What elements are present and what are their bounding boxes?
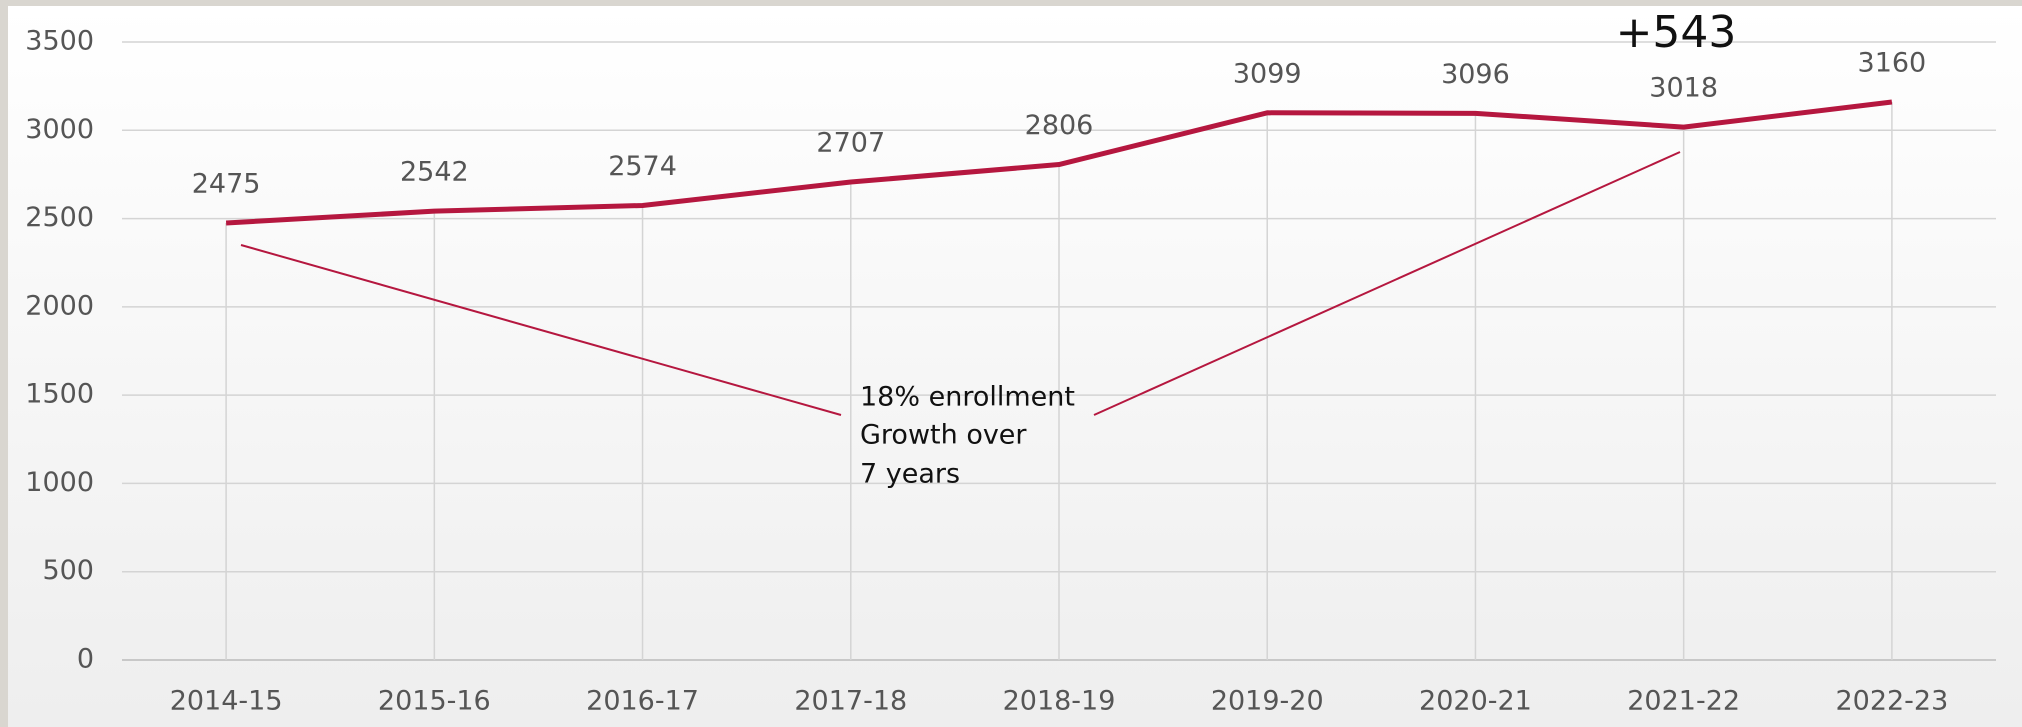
x-tick-label: 2020-21 <box>1419 686 1532 717</box>
annotation: Growth over <box>860 420 1027 451</box>
data-label: 3099 <box>1233 58 1302 89</box>
data-label: 2707 <box>816 128 885 159</box>
data-label: 3096 <box>1441 59 1510 90</box>
annotation-line <box>240 244 842 416</box>
annotation: +543 <box>1616 7 1737 58</box>
x-tick-label: 2017-18 <box>794 686 907 717</box>
background <box>8 6 2022 727</box>
data-label: 3018 <box>1649 73 1718 104</box>
data-label: 2475 <box>192 168 261 199</box>
annotation: 18% enrollment <box>860 382 1075 413</box>
data-label: 3160 <box>1858 48 1927 79</box>
y-tick-label: 0 <box>77 644 94 675</box>
y-tick-label: 3000 <box>25 114 94 145</box>
x-tick-label: 2014-15 <box>170 686 283 717</box>
y-tick-label: 3500 <box>25 26 94 57</box>
x-tick-label: 2015-16 <box>378 686 491 717</box>
annotation: 7 years <box>860 459 960 490</box>
x-tick-label: 2021-22 <box>1627 686 1740 717</box>
y-tick-label: 2000 <box>25 290 94 321</box>
x-tick-label: 2022-23 <box>1835 686 1948 717</box>
y-tick-label: 1500 <box>25 379 94 410</box>
line <box>225 99 1893 226</box>
x-tick-label: 2019-20 <box>1211 686 1324 717</box>
y-tick-label: 2500 <box>25 202 94 233</box>
x-tick-label: 2016-17 <box>586 686 699 717</box>
y-tick-label: 1000 <box>25 467 94 498</box>
x-tick-label: 2018-19 <box>1003 686 1116 717</box>
y-tick-label: 500 <box>42 555 94 586</box>
annotation-line <box>1093 151 1681 416</box>
data-label: 2574 <box>608 151 677 182</box>
data-label: 2542 <box>400 157 469 188</box>
data-label: 2806 <box>1025 110 1094 141</box>
